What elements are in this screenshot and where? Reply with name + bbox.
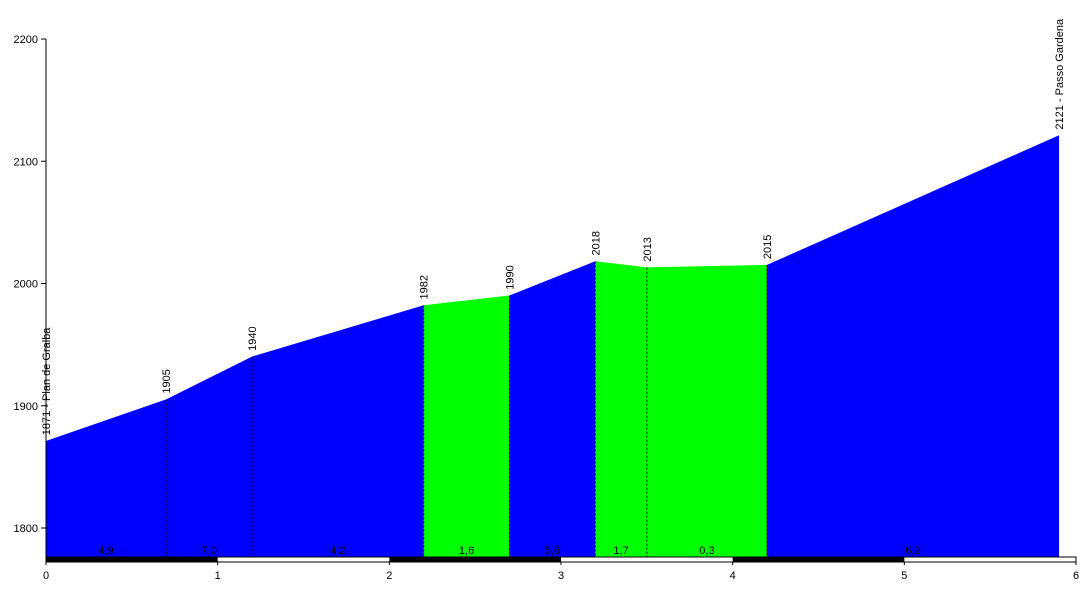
point-label: 2013 <box>642 237 654 261</box>
point-label: 1871 - Plan de Gralba <box>41 327 53 436</box>
profile-segment <box>509 261 596 558</box>
y-tick-label: 1800 <box>14 523 38 535</box>
gradient-label: 0,3 <box>699 545 714 557</box>
point-label: 2121 - Passo Gardena <box>1054 18 1066 130</box>
profile-segment <box>646 264 768 558</box>
x-tick-label: 2 <box>386 570 392 582</box>
profile-segment <box>251 305 424 558</box>
gradient-label: 1,6 <box>459 545 474 557</box>
y-tick-label: 1900 <box>14 401 38 413</box>
gradient-label: 7,0 <box>201 545 216 557</box>
x-tick-label: 5 <box>901 570 907 582</box>
x-tick-label: 4 <box>730 570 736 582</box>
point-label: 1940 <box>247 326 259 350</box>
km-bar-block <box>389 557 561 562</box>
y-tick-label: 2000 <box>14 279 38 291</box>
gradient-label: 1,7 <box>613 545 628 557</box>
profile-segment <box>595 261 648 558</box>
point-label: 1905 <box>161 369 173 393</box>
x-tick-label: 6 <box>1073 570 1079 582</box>
gradient-label: 5,6 <box>545 545 560 557</box>
gradient-label: 4,2 <box>330 545 345 557</box>
point-label: 1990 <box>505 265 517 289</box>
gradient-label: 6,2 <box>905 545 920 557</box>
point-label: 2015 <box>762 235 774 259</box>
km-bar-block <box>732 557 905 562</box>
profile-segment <box>45 399 167 558</box>
x-tick-label: 0 <box>43 570 49 582</box>
profile-segment <box>766 135 1060 558</box>
profile-segment <box>423 295 510 558</box>
y-tick-label: 2100 <box>14 156 38 168</box>
x-tick-label: 1 <box>215 570 221 582</box>
point-label: 2018 <box>590 231 602 255</box>
x-tick-label: 3 <box>558 570 564 582</box>
km-bar-block <box>46 557 218 562</box>
profile-segment <box>165 356 253 558</box>
y-tick-label: 2200 <box>14 34 38 46</box>
point-label: 1982 <box>419 275 431 299</box>
gradient-label: 4,9 <box>98 545 113 557</box>
